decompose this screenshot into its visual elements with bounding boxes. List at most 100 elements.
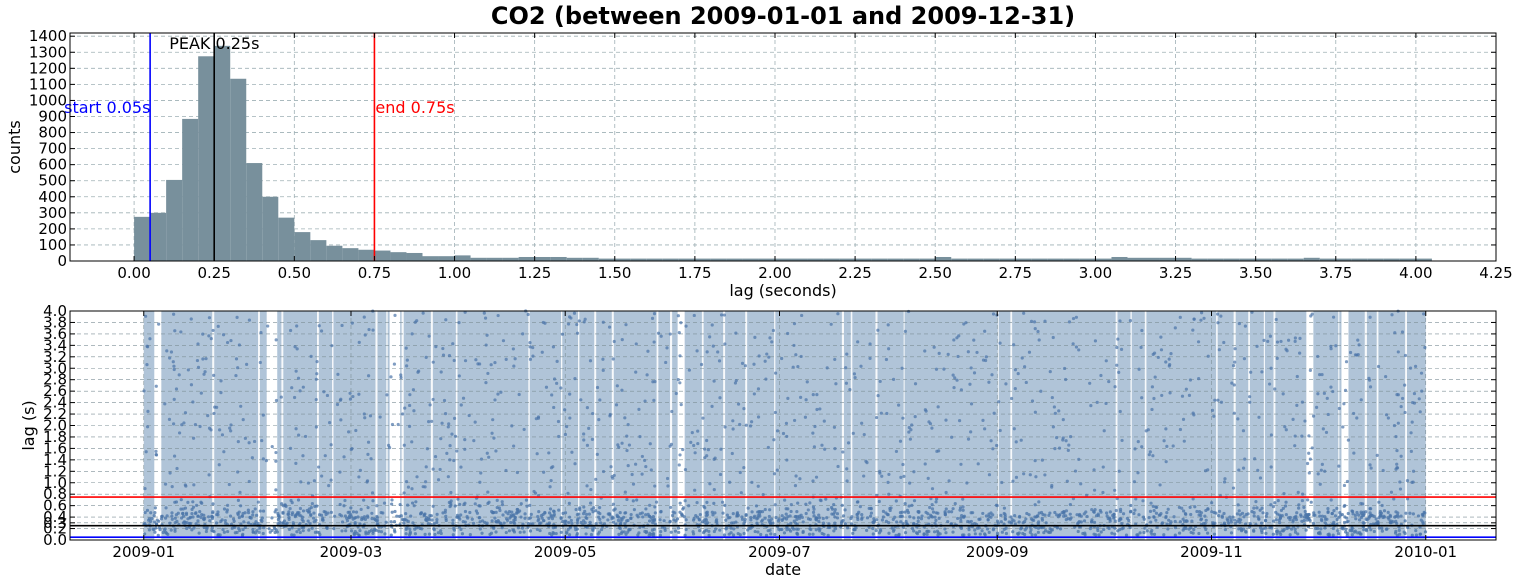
scatter-point [301, 509, 306, 513]
scatter-point [1053, 411, 1057, 415]
scatter-point [1279, 339, 1283, 344]
scatter-point [813, 424, 817, 429]
scatter-point [666, 484, 670, 488]
scatter-point [917, 529, 922, 534]
scatter-point [312, 479, 317, 483]
scatter-point [1337, 464, 1341, 468]
scatter-point [557, 508, 561, 512]
scatter-point [260, 438, 264, 443]
scatter-point [1178, 315, 1182, 319]
scatter-point [1243, 522, 1248, 526]
scatter-point [1093, 508, 1097, 512]
scatter-point [213, 405, 217, 409]
scatter-point [201, 332, 205, 336]
scatter-point [754, 504, 759, 508]
scatter-point [251, 527, 255, 532]
scatter-point [356, 515, 360, 519]
scatter-point [695, 500, 699, 505]
scatter-point [443, 508, 448, 512]
scatter-point [540, 350, 544, 354]
scatter-point [357, 475, 361, 479]
scatter-point [509, 520, 513, 525]
scatter-point [1326, 510, 1330, 514]
histogram-bar [662, 258, 679, 261]
scatter-point [211, 328, 215, 333]
scatter-point [406, 485, 411, 489]
scatter-point [723, 503, 727, 507]
scatter-point [408, 393, 412, 397]
scatter-point [671, 513, 675, 518]
scatter-point [535, 527, 539, 531]
histogram-bar [855, 258, 872, 261]
scatter-point [1377, 526, 1381, 530]
scatter-point [1102, 429, 1106, 433]
scatter-point [561, 511, 565, 515]
histogram-bar [246, 163, 263, 261]
scatter-point [504, 468, 508, 473]
scatter-point [333, 514, 337, 518]
scatter-point [738, 470, 742, 475]
scatter-point [478, 520, 482, 524]
scatter-point [253, 507, 257, 511]
scatter-point [1249, 370, 1253, 374]
scatter-point [730, 451, 734, 456]
scatter-point [1307, 434, 1311, 438]
scatter-point [528, 345, 532, 349]
scatter-point [432, 528, 436, 532]
scatter-point [1121, 512, 1126, 516]
scatter-point [229, 429, 233, 433]
x-tick-label: 1.50 [598, 264, 631, 282]
scatter-point [1115, 345, 1119, 350]
scatter-point [981, 511, 985, 516]
scatter-point [1254, 500, 1258, 504]
scatter-point [623, 511, 627, 515]
scatter-point [1406, 525, 1410, 530]
scatter-point [191, 436, 196, 440]
scatter-point [871, 526, 875, 531]
scatter-point [998, 428, 1002, 433]
scatter-point [903, 329, 907, 333]
scatter-point [1236, 503, 1240, 507]
scatter-point [1235, 519, 1239, 524]
scatter-point [1279, 532, 1283, 536]
scatter-point [386, 443, 391, 447]
scatter-point [1279, 508, 1284, 513]
scatter-point [142, 389, 146, 393]
scatter-point [625, 434, 629, 438]
scatter-point [1152, 532, 1157, 536]
scatter-point [290, 533, 294, 537]
scatter-point [343, 514, 347, 518]
scatter-point [1410, 480, 1414, 484]
scatter-point [714, 527, 718, 531]
scatter-point [1369, 528, 1373, 532]
scatter-point [933, 515, 937, 519]
scatter-point [1293, 434, 1297, 438]
coverage-gap [578, 311, 580, 540]
histogram-bar [1015, 258, 1032, 261]
scatter-point [1033, 458, 1037, 463]
scatter-point [1113, 385, 1117, 389]
histogram-bar [310, 240, 327, 261]
scatter-point [254, 513, 259, 517]
scatter-point [1269, 366, 1273, 370]
scatter-point [702, 504, 706, 509]
scatter-point [559, 516, 563, 520]
histogram-bar [726, 258, 743, 261]
scatter-point [973, 528, 977, 532]
scatter-point [664, 360, 668, 365]
y-tick-label: 2.6 [43, 382, 67, 400]
histogram-bar [1319, 258, 1336, 261]
scatter-point [1050, 395, 1054, 400]
scatter-point [579, 520, 583, 525]
scatter-point [344, 529, 348, 533]
scatter-point [1232, 383, 1236, 387]
histogram-bar [582, 257, 599, 261]
scatter-point [1134, 522, 1138, 526]
scatter-point [487, 455, 491, 459]
scatter-point [290, 526, 294, 530]
scatter-point [814, 516, 819, 520]
scatter-point [439, 529, 443, 533]
scatter-point [482, 311, 486, 315]
scatter-point [678, 453, 682, 457]
scatter-point [1164, 460, 1168, 464]
